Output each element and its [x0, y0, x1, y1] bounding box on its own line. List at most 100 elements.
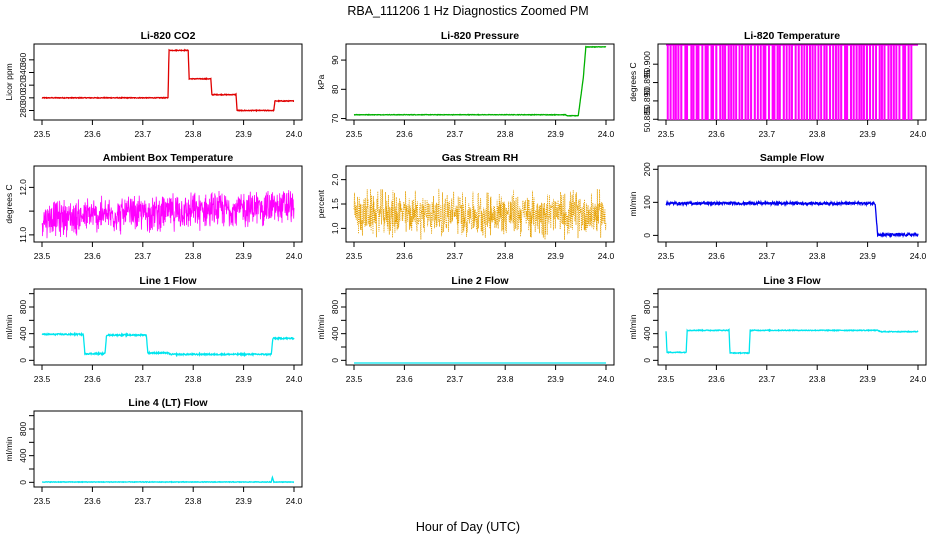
panel-1: Li-820 Pressure 23.5 23.6 23.7 23.8 23.9 24.0 7… — [316, 30, 615, 139]
panel-title: Gas Stream RH — [442, 152, 518, 164]
x-tick-label: 23.5 — [346, 374, 363, 384]
y-axis-label: degrees C — [628, 62, 638, 101]
plot-frame — [33, 165, 303, 243]
panel-title: Ambient Box Temperature — [103, 152, 234, 164]
y-tick-label: 80 — [330, 84, 340, 94]
x-tick-label: 23.8 — [497, 251, 514, 261]
x-tick-label: 23.5 — [34, 251, 51, 261]
x-tick-label: 23.9 — [859, 129, 876, 139]
x-tick-label: 23.6 — [84, 496, 101, 506]
plot-frame — [657, 43, 927, 121]
y-tick-label: 280 — [18, 103, 28, 117]
panel-8: Line 3 Flow 23.5 23.6 23.7 23.8 23.9 24.0 0 400 8… — [628, 275, 927, 384]
y-tick-label: 50.885 — [642, 106, 652, 132]
x-tick-label: 23.6 — [84, 129, 101, 139]
plot-frame — [657, 165, 927, 243]
x-tick-label: 23.5 — [34, 496, 51, 506]
y-tick-label: 320 — [18, 78, 28, 92]
x-tick-label: 23.9 — [235, 129, 252, 139]
x-axis-label: Hour of Day (UTC) — [416, 520, 520, 534]
x-tick-label: 24.0 — [598, 374, 615, 384]
panel-title: Line 3 Flow — [763, 275, 821, 287]
panel-9: Line 4 (LT) Flow 23.5 23.6 23.7 23.8 23.9 24.0… — [4, 397, 303, 506]
panels: Li-820 CO2 23.5 23.6 23.7 23.8 23.9 24.0 280300… — [4, 30, 927, 506]
x-tick-label: 23.5 — [34, 374, 51, 384]
x-tick-label: 23.7 — [759, 129, 776, 139]
x-tick-label: 24.0 — [910, 374, 927, 384]
x-tick-label: 23.9 — [235, 374, 252, 384]
y-tick-label: 2.0 — [330, 173, 340, 185]
x-tick-label: 23.8 — [185, 496, 202, 506]
series-line — [353, 188, 607, 240]
panel-2: Li-820 Temperature 23.5 23.6 23.7 23.8 23.9 24… — [628, 30, 927, 139]
panel-5: Sample Flow 23.5 23.6 23.7 23.8 23.9 24.0 0 100 2… — [628, 152, 927, 261]
series-line — [666, 44, 918, 120]
x-tick-label: 23.6 — [396, 374, 413, 384]
x-tick-label: 23.7 — [135, 496, 152, 506]
x-tick-label: 23.7 — [135, 251, 152, 261]
y-tick-label: 0 — [18, 480, 28, 485]
y-tick-label: 50.890 — [642, 88, 652, 114]
panel-title: Li-820 Pressure — [441, 30, 519, 42]
y-tick-label: 0 — [642, 358, 652, 363]
x-tick-label: 23.8 — [185, 251, 202, 261]
y-tick-label: 100 — [642, 195, 652, 209]
x-tick-label: 23.5 — [34, 129, 51, 139]
panel-0: Li-820 CO2 23.5 23.6 23.7 23.8 23.9 24.0 280300… — [4, 30, 303, 139]
x-tick-label: 23.6 — [708, 374, 725, 384]
x-tick-label: 23.7 — [759, 251, 776, 261]
x-tick-label: 23.6 — [708, 251, 725, 261]
series-line — [42, 475, 295, 484]
y-tick-label: 800 — [642, 300, 652, 314]
x-tick-label: 23.9 — [547, 129, 564, 139]
y-axis-label: ml/min — [4, 436, 14, 461]
plot-frame — [33, 43, 303, 121]
panel-title: Sample Flow — [760, 152, 825, 164]
panel-title: Li-820 Temperature — [744, 30, 840, 42]
y-tick-label: 360 — [18, 52, 28, 66]
x-tick-label: 23.9 — [859, 251, 876, 261]
y-tick-label: 200 — [642, 162, 652, 176]
y-tick-label: 1.5 — [330, 198, 340, 210]
y-tick-label: 1.0 — [330, 222, 340, 234]
y-tick-label: 50.900 — [642, 51, 652, 77]
x-tick-label: 24.0 — [910, 129, 927, 139]
plot-frame — [33, 410, 303, 488]
y-tick-label: 400 — [642, 326, 652, 340]
y-tick-label: 800 — [330, 300, 340, 314]
y-tick-label: 50.895 — [642, 69, 652, 95]
y-axis-label: Licor ppm — [4, 63, 14, 100]
y-axis-label: ml/min — [316, 314, 326, 339]
plot-frame — [345, 165, 615, 243]
y-axis-label: ml/min — [4, 314, 14, 339]
y-tick-label: 800 — [18, 422, 28, 436]
x-tick-label: 23.9 — [859, 374, 876, 384]
x-tick-label: 24.0 — [286, 496, 303, 506]
x-tick-label: 24.0 — [286, 251, 303, 261]
plot-frame — [33, 288, 303, 366]
y-tick-label: 0 — [330, 358, 340, 363]
x-tick-label: 23.5 — [658, 129, 675, 139]
x-tick-label: 23.7 — [759, 374, 776, 384]
x-tick-label: 24.0 — [286, 129, 303, 139]
series-line — [353, 45, 607, 117]
y-tick-label: 400 — [18, 448, 28, 462]
x-tick-label: 23.5 — [658, 374, 675, 384]
series-line — [665, 327, 919, 355]
y-tick-label: 0 — [642, 233, 652, 238]
x-tick-label: 23.7 — [447, 374, 464, 384]
x-tick-label: 23.8 — [497, 129, 514, 139]
x-tick-label: 23.7 — [135, 129, 152, 139]
x-tick-label: 23.8 — [185, 374, 202, 384]
x-tick-label: 24.0 — [910, 251, 927, 261]
y-axis-label: ml/min — [628, 191, 638, 216]
plot-frame — [345, 43, 615, 121]
plot-frame — [657, 288, 927, 366]
panel-title: Li-820 CO2 — [141, 30, 196, 42]
x-tick-label: 23.8 — [809, 374, 826, 384]
x-tick-label: 23.7 — [447, 129, 464, 139]
series-line — [41, 48, 295, 113]
x-tick-label: 23.8 — [497, 374, 514, 384]
y-tick-label: 300 — [18, 90, 28, 104]
